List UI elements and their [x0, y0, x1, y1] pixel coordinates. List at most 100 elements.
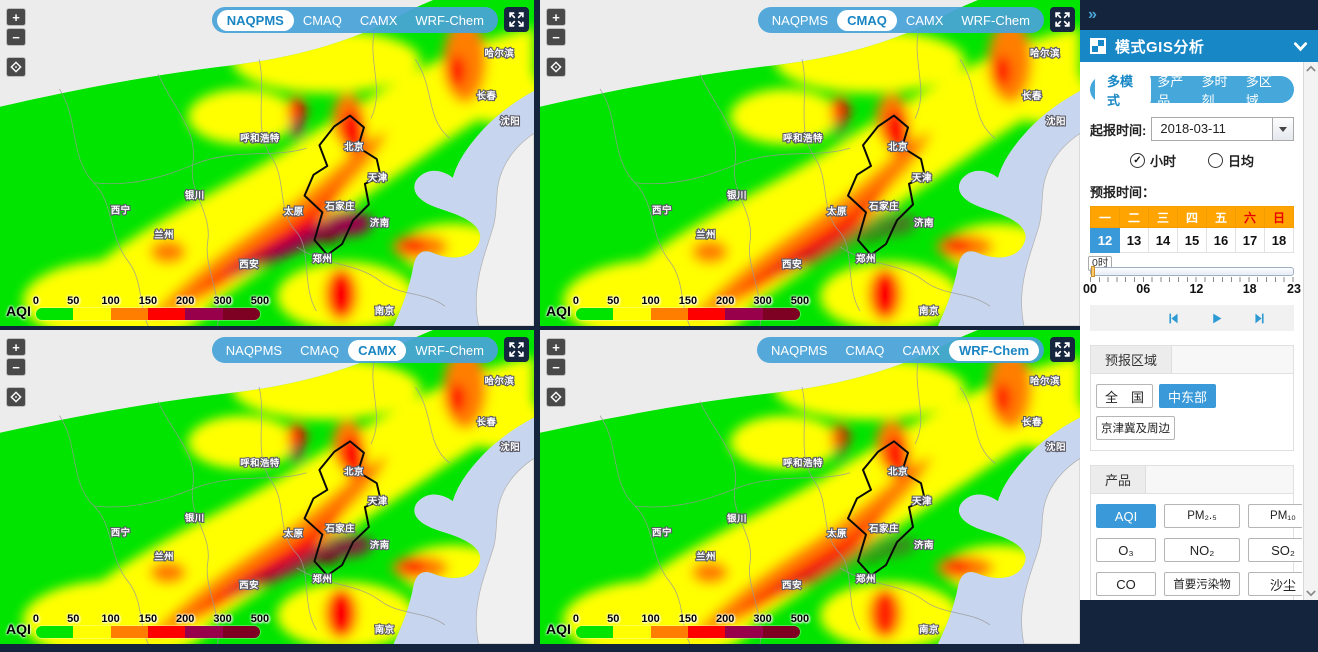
city-label-西宁: 西宁 [111, 204, 131, 215]
map-canvas[interactable]: 哈尔滨 长春 沈阳 呼和浩特 北京 天津 石家庄 太原 银川 西宁 兰州 济南 西安 郑州 南京 [540, 330, 1080, 644]
region-jingjinji[interactable]: 京津冀及周边 [1096, 416, 1175, 440]
tab-multi-region[interactable]: 多区域 [1245, 73, 1272, 108]
region-central-east[interactable]: 中东部 [1159, 384, 1217, 408]
model-tab-camx[interactable]: CAMX [359, 12, 398, 28]
weekday-header: 四 [1177, 206, 1207, 228]
city-label-呼和浩特: 呼和浩特 [783, 132, 823, 144]
model-tab-cmaq[interactable]: CMAQ [302, 12, 342, 28]
legend-segment [185, 308, 223, 320]
pan-button[interactable] [546, 387, 566, 407]
zoom-out-button[interactable]: − [546, 358, 566, 376]
tab-multi-product[interactable]: 多产品 [1157, 73, 1184, 108]
region-group: 预报区域 全 国中东部 京津冀及周边 [1090, 345, 1294, 451]
model-tab-cmaq[interactable]: CMAQ [845, 342, 885, 358]
map-canvas[interactable]: 哈尔滨 长春 沈阳 呼和浩特 北京 天津 石家庄 太原 银川 西宁 兰州 济南 西安 郑州 南京 [0, 0, 534, 326]
legend-segment [725, 308, 763, 320]
collapse-sidebar-icon[interactable]: » [1088, 6, 1097, 23]
zoom-out-button[interactable]: − [6, 28, 26, 46]
skip-end-button[interactable] [1253, 312, 1266, 325]
product-pm10[interactable]: PM₁₀ [1248, 504, 1302, 528]
radio-checked-icon[interactable]: ✓ [1129, 153, 1145, 168]
model-tab-naqpms[interactable]: NAQPMS [771, 342, 828, 358]
tab-multi-model[interactable]: 多模式 [1095, 67, 1152, 112]
zoom-in-button[interactable]: + [546, 8, 566, 26]
model-tab-wrf-chem[interactable]: WRF-Chem [961, 12, 1030, 28]
fullscreen-button[interactable] [1050, 337, 1075, 362]
model-tab-camx[interactable]: CAMX [348, 339, 407, 361]
forecast-day-14[interactable]: 14 [1148, 227, 1178, 253]
city-label-西安: 西安 [239, 259, 259, 270]
city-label-长春: 长春 [1022, 416, 1042, 427]
radio-daily[interactable]: 日均 [1208, 151, 1254, 170]
model-tab-camx[interactable]: CAMX [902, 342, 940, 358]
model-tab-cmaq[interactable]: CMAQ [300, 342, 340, 358]
fullscreen-button[interactable] [1050, 7, 1075, 32]
zoom-in-button[interactable]: + [546, 338, 566, 356]
tab-multi-time[interactable]: 多时刻 [1201, 73, 1228, 108]
scroll-down-icon[interactable] [1306, 590, 1316, 597]
city-label-济南: 济南 [370, 217, 390, 228]
fullscreen-icon [1055, 342, 1070, 357]
city-label-沈阳: 沈阳 [1046, 441, 1066, 452]
region-national[interactable]: 全 国 [1096, 384, 1154, 408]
map-canvas[interactable]: 哈尔滨 长春 沈阳 呼和浩特 北京 天津 石家庄 太原 银川 西宁 兰州 济南 西安 郑州 南京 [540, 0, 1080, 326]
weekday-header: 五 [1206, 206, 1236, 228]
product-o3[interactable]: O₃ [1096, 538, 1156, 562]
zoom-out-button[interactable]: − [6, 358, 26, 376]
legend-tick: 200 [716, 295, 735, 307]
forecast-day-18[interactable]: 18 [1264, 227, 1294, 253]
product-aqi[interactable]: AQI [1096, 504, 1156, 528]
zoom-in-button[interactable]: + [6, 338, 26, 356]
zoom-out-button[interactable]: − [546, 28, 566, 46]
model-tab-wrf-chem[interactable]: WRF-Chem [415, 342, 484, 358]
city-label-济南: 济南 [914, 539, 934, 550]
model-tab-naqpms[interactable]: NAQPMS [216, 9, 294, 31]
province-borders [599, 353, 996, 644]
legend-tick: 200 [716, 613, 735, 625]
skip-start-button[interactable] [1167, 312, 1180, 325]
product-dust[interactable]: 沙尘 [1248, 572, 1302, 596]
model-tab-wrf-chem[interactable]: WRF-Chem [415, 12, 484, 28]
pan-button[interactable] [6, 57, 26, 77]
forecast-day-17[interactable]: 17 [1235, 227, 1265, 253]
forecast-day-15[interactable]: 15 [1177, 227, 1207, 253]
product-co[interactable]: CO [1096, 572, 1156, 596]
product-no2[interactable]: NO₂ [1164, 538, 1240, 562]
model-tab-wrf-chem[interactable]: WRF-Chem [948, 339, 1039, 361]
model-tab-camx[interactable]: CAMX [905, 12, 944, 28]
pan-button[interactable] [6, 387, 26, 407]
product-primary-pollutant[interactable]: 首要污染物 [1164, 572, 1240, 596]
radio-hourly[interactable]: ✓ 小时 [1129, 151, 1176, 170]
map-panel-camx: 哈尔滨 长春 沈阳 呼和浩特 北京 天津 石家庄 太原 银川 西宁 兰州 济南 西安 郑州 南京 + − N… [0, 330, 534, 644]
start-time-select[interactable]: 2018-03-11 [1151, 117, 1294, 141]
hour-slider[interactable] [1090, 266, 1294, 277]
chevron-down-icon[interactable] [1293, 39, 1308, 54]
model-tab-cmaq[interactable]: CMAQ [837, 9, 897, 31]
play-button[interactable] [1210, 312, 1223, 325]
forecast-day-16[interactable]: 16 [1206, 227, 1236, 253]
model-tab-naqpms[interactable]: NAQPMS [771, 12, 829, 28]
product-pm25[interactable]: PM₂.₅ [1164, 504, 1240, 528]
product-so2[interactable]: SO₂ [1248, 538, 1302, 562]
slider-handle[interactable] [1091, 266, 1095, 277]
select-dropdown-button[interactable] [1272, 118, 1293, 140]
weekday-header: 日 [1264, 206, 1294, 228]
forecast-day-13[interactable]: 13 [1119, 227, 1149, 253]
scroll-up-icon[interactable] [1306, 65, 1316, 72]
model-tab-naqpms[interactable]: NAQPMS [225, 342, 283, 358]
pan-button[interactable] [546, 57, 566, 77]
zoom-in-button[interactable]: + [6, 8, 26, 26]
korea-landmass [1021, 458, 1080, 644]
fullscreen-button[interactable] [504, 337, 529, 362]
map-canvas[interactable]: 哈尔滨 长春 沈阳 呼和浩特 北京 天津 石家庄 太原 银川 西宁 兰州 济南 西安 郑州 南京 [0, 330, 534, 644]
radio-unchecked-icon[interactable] [1208, 153, 1223, 168]
legend-segment [222, 308, 260, 320]
fullscreen-button[interactable] [504, 7, 529, 32]
grid-logo-icon [1090, 38, 1106, 54]
forecast-day-12[interactable]: 12 [1090, 227, 1120, 253]
sidebar-scrollbar[interactable] [1303, 62, 1318, 600]
